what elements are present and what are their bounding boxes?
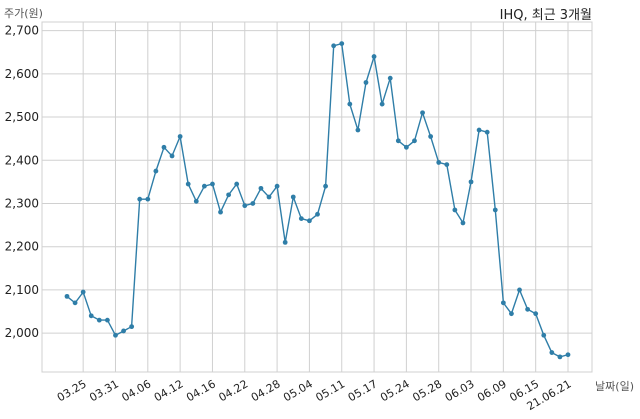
data-point <box>533 311 539 317</box>
series-line <box>66 42 569 358</box>
x-tick-label: 04.22 <box>216 377 250 404</box>
data-point <box>315 211 320 217</box>
x-axis-ticks: 03.2503.3104.0604.1204.1604.2204.2805.04… <box>55 377 574 413</box>
data-point <box>218 209 223 215</box>
data-point <box>436 160 442 165</box>
x-tick-label: 06.09 <box>475 377 509 404</box>
x-tick-label: 04.16 <box>184 377 218 404</box>
data-point <box>210 181 215 187</box>
x-tick-label: 05.04 <box>281 377 315 404</box>
data-point <box>290 194 296 200</box>
data-point <box>274 183 280 189</box>
data-point <box>96 317 102 323</box>
data-point <box>323 183 328 189</box>
data-point <box>121 328 126 334</box>
data-point <box>266 194 272 200</box>
data-point <box>72 300 78 306</box>
y-tick-label: 2,600 <box>5 67 39 81</box>
y-axis-label: 주가(원) <box>4 7 43 20</box>
data-point <box>476 127 482 133</box>
data-point <box>177 134 183 139</box>
data-point <box>379 101 385 107</box>
data-point <box>549 350 555 355</box>
data-point <box>541 332 547 338</box>
x-axis-label: 날짜(일) <box>595 380 634 393</box>
data-point <box>201 183 207 189</box>
y-tick-label: 2,200 <box>5 240 39 254</box>
data-point <box>565 352 571 358</box>
x-tick-label: 03.25 <box>55 377 89 404</box>
data-point <box>226 192 232 198</box>
data-point <box>64 293 70 299</box>
data-point <box>525 306 530 312</box>
data-point <box>113 332 118 338</box>
y-tick-label: 2,300 <box>5 196 39 210</box>
data-point <box>282 239 288 245</box>
data-point <box>363 80 369 85</box>
data-point <box>161 144 167 150</box>
data-point <box>460 220 466 226</box>
data-points <box>64 41 571 360</box>
data-point <box>403 144 409 150</box>
data-point <box>105 317 110 323</box>
chart-title: IHQ, 최근 3개월 <box>499 8 592 23</box>
data-point <box>88 313 94 319</box>
data-point <box>234 181 240 187</box>
data-point <box>307 218 312 224</box>
y-tick-label: 2,700 <box>5 24 39 38</box>
data-point <box>355 127 361 133</box>
data-point <box>500 300 506 306</box>
data-point <box>169 153 175 159</box>
data-point <box>242 203 248 209</box>
data-point <box>468 179 474 185</box>
data-point <box>557 354 563 360</box>
data-point <box>517 287 522 293</box>
data-point <box>137 196 143 202</box>
data-point <box>492 207 498 213</box>
data-point <box>298 216 304 222</box>
y-tick-label: 2,400 <box>5 153 39 167</box>
x-tick-label: 05.28 <box>410 377 444 404</box>
x-tick-label: 03.31 <box>87 377 121 404</box>
data-point <box>258 185 264 191</box>
x-tick-label: 06.03 <box>443 377 477 404</box>
data-point <box>193 198 199 204</box>
data-point <box>80 289 86 295</box>
data-point <box>444 162 450 167</box>
data-point <box>428 134 434 139</box>
data-point <box>339 41 345 47</box>
data-point <box>371 54 377 59</box>
data-point <box>387 75 393 81</box>
data-point <box>412 138 417 144</box>
data-point <box>250 201 256 206</box>
x-tick-label: 05.11 <box>313 377 347 404</box>
grid <box>41 21 593 373</box>
x-tick-label: 04.06 <box>120 377 154 404</box>
data-point <box>153 168 159 174</box>
data-point <box>395 138 401 144</box>
y-axis-ticks: 2,000 2,100 2,200 2,300 2,400 2,500 2,600 2,700 <box>5 24 39 340</box>
x-tick-label: 05.24 <box>378 377 412 404</box>
data-point <box>420 110 425 116</box>
data-point <box>331 43 337 49</box>
data-point <box>145 196 151 202</box>
plot-frame <box>41 21 593 373</box>
data-point <box>484 129 490 135</box>
data-point <box>129 324 135 330</box>
x-tick-label: 04.12 <box>152 377 186 404</box>
y-tick-label: 2,500 <box>5 110 39 124</box>
data-point <box>347 101 353 107</box>
data-point <box>452 207 458 213</box>
x-tick-label: 05.17 <box>346 377 380 404</box>
x-tick-label: 04.28 <box>249 377 283 404</box>
data-point <box>509 311 514 317</box>
y-tick-label: 2,000 <box>5 326 39 340</box>
y-tick-label: 2,100 <box>5 283 39 297</box>
data-point <box>185 181 191 187</box>
